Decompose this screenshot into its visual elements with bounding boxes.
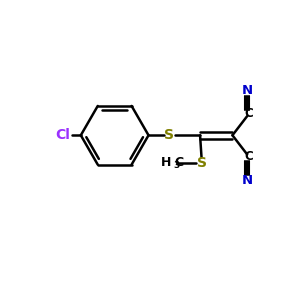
Text: C: C [174, 156, 183, 169]
Text: C: C [244, 107, 253, 120]
Text: H: H [161, 156, 172, 169]
Text: N: N [242, 84, 253, 97]
Text: S: S [196, 156, 206, 170]
Text: Cl: Cl [56, 128, 70, 142]
Text: C: C [244, 150, 253, 163]
Text: 3: 3 [173, 161, 179, 170]
Text: S: S [164, 128, 174, 142]
Text: N: N [242, 174, 253, 187]
